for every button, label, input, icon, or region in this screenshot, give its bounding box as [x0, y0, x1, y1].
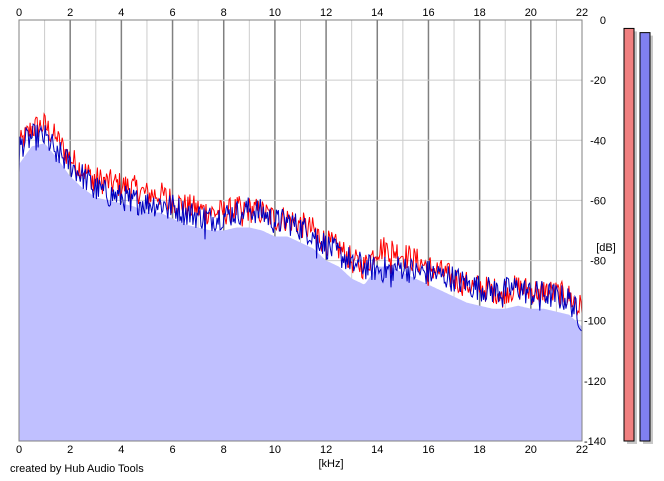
y-tick-label: -40: [590, 135, 606, 147]
x-tick-label-bottom: 20: [525, 444, 537, 456]
level-meter-right: [639, 32, 651, 442]
y-tick-label: -20: [590, 75, 606, 87]
x-tick-label-bottom: 14: [371, 444, 383, 456]
credit-text: created by Hub Audio Tools: [10, 463, 144, 475]
x-tick-label-bottom: 8: [221, 444, 227, 456]
x-tick-label-top: 16: [422, 7, 434, 19]
x-tick-label-bottom: 0: [16, 444, 22, 456]
y-tick-label: 0: [600, 15, 606, 27]
y-tick-label: -60: [590, 195, 606, 207]
spectrum-area: [19, 143, 582, 441]
x-tick-label-top: 12: [320, 7, 332, 19]
y-tick-label: -100: [584, 316, 606, 328]
x-tick-label-top: 20: [525, 7, 537, 19]
plot-frame: [18, 19, 583, 442]
x-tick-label-top: 6: [169, 7, 175, 19]
x-tick-label-bottom: 18: [474, 444, 486, 456]
x-tick-label-bottom: 22: [576, 444, 588, 456]
x-tick-label-top: 18: [474, 7, 486, 19]
x-tick-label-top: 0: [16, 7, 22, 19]
x-axis-label: [kHz]: [318, 458, 343, 470]
x-tick-label-top: 22: [576, 7, 588, 19]
x-tick-label-bottom: 12: [320, 444, 332, 456]
x-tick-label-bottom: 4: [118, 444, 124, 456]
y-tick-label: -120: [584, 376, 606, 388]
x-tick-label-bottom: 10: [269, 444, 281, 456]
x-tick-label-top: 10: [269, 7, 281, 19]
y-axis-label: [dB]: [596, 242, 616, 254]
y-tick-labels: 0 -20 -40 -60 -80 -100 -120 -140: [584, 15, 606, 448]
y-tick-label: -80: [590, 256, 606, 268]
y-tick-label: -140: [584, 436, 606, 448]
series-line-right: [18, 123, 583, 332]
x-tick-label-bottom: 2: [67, 444, 73, 456]
level-meter-left: [623, 27, 635, 442]
x-tick-label-bottom: 6: [169, 444, 175, 456]
x-tick-label-top: 14: [371, 7, 383, 19]
x-tick-label-top: 2: [67, 7, 73, 19]
x-tick-label-bottom: 16: [422, 444, 434, 456]
x-tick-label-top: 8: [221, 7, 227, 19]
level-meters: [623, 27, 653, 444]
x-tick-label-top: 4: [118, 7, 124, 19]
